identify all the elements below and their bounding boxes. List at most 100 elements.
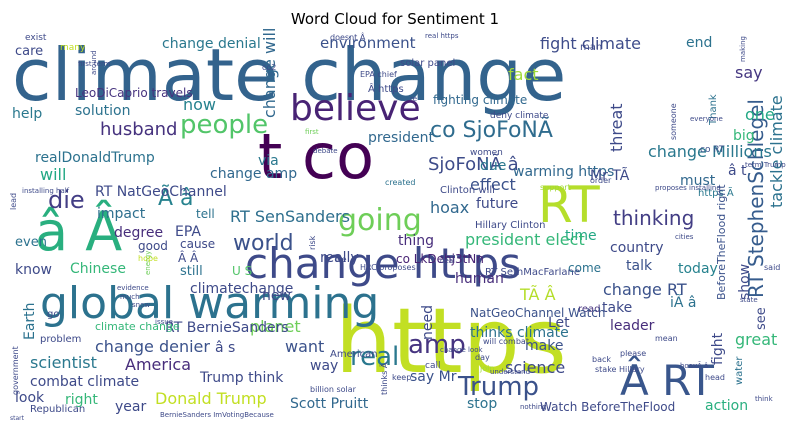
word: lead: [9, 193, 18, 210]
word: fact: [508, 65, 539, 84]
word: care: [15, 44, 43, 59]
word: world: [233, 231, 294, 256]
word: America: [125, 355, 191, 374]
word: change denial: [162, 36, 261, 52]
word: change https: [245, 239, 521, 288]
word: water: [734, 356, 745, 385]
word: risk: [308, 235, 317, 250]
word: today: [678, 261, 718, 277]
word: great: [735, 330, 777, 349]
word: â s: [215, 340, 235, 356]
word: around: [90, 50, 98, 75]
word: leader: [610, 318, 655, 334]
word: many: [60, 43, 86, 53]
word: American: [330, 349, 378, 360]
word: Ã â: [158, 184, 194, 211]
word: exist: [25, 33, 47, 43]
word: human: [455, 271, 504, 287]
word: Earth: [22, 302, 38, 340]
word: going: [338, 203, 422, 238]
word: women: [470, 148, 503, 158]
word: evidence: [117, 284, 149, 292]
word: way: [310, 358, 338, 374]
word: thinks climate: [470, 325, 569, 341]
word: cause: [180, 237, 215, 251]
word: warming https: [513, 164, 614, 180]
word: environment: [320, 34, 416, 52]
word: government: [11, 346, 20, 395]
word: said: [764, 263, 780, 272]
word: Let: [548, 315, 570, 331]
word: change will: [260, 28, 279, 118]
word: talk: [626, 258, 653, 274]
word: much: [120, 293, 140, 301]
word: look: [15, 390, 45, 406]
word: state: [740, 296, 758, 304]
word: now: [183, 95, 216, 114]
word: read: [578, 304, 601, 315]
word: want: [285, 337, 324, 356]
word: SjoFoNÃ â: [428, 153, 519, 175]
word: go: [47, 309, 59, 320]
word: co LkDehj3tNn: [396, 252, 484, 266]
word: fight climate: [540, 34, 641, 53]
word: iÃ â: [670, 294, 697, 311]
word: hoax: [430, 198, 469, 217]
word: make: [525, 338, 563, 354]
word: climatechange: [190, 281, 293, 297]
word: need: [420, 305, 436, 340]
word: man: [580, 42, 602, 53]
word: Thank: [708, 94, 719, 126]
word: snow: [132, 301, 150, 309]
word: Clinton will: [440, 185, 495, 196]
word: order: [590, 176, 612, 185]
word: real: [350, 342, 399, 372]
word: see: [754, 307, 769, 330]
word: fight: [710, 332, 726, 365]
word: BernieSanders ImVotingBecause: [160, 411, 274, 419]
word: issue: [155, 318, 173, 326]
word: Chinese: [70, 261, 126, 277]
word: first: [305, 128, 319, 136]
word: change look: [440, 346, 483, 354]
word: ice: [335, 255, 347, 264]
word: first term: [78, 60, 111, 68]
word: impact: [97, 206, 146, 222]
word: RT StephenSchlegel: [744, 99, 768, 298]
word: cities: [675, 233, 694, 241]
word: RT NatGeoChannel: [95, 184, 227, 200]
word: big: [733, 128, 755, 144]
word: effect: [470, 175, 516, 194]
word: global warming: [40, 278, 379, 329]
word: know: [15, 262, 52, 278]
word: fighting climate: [433, 93, 527, 107]
word: via: [258, 153, 279, 169]
word: https Ã: [698, 186, 734, 199]
word: join: [479, 364, 494, 373]
word: stop: [467, 396, 497, 412]
word: must: [680, 173, 716, 189]
word: t co: [258, 120, 374, 193]
word: energy: [144, 251, 152, 275]
word: climate change: [95, 320, 180, 333]
word: deny climate: [490, 111, 549, 121]
word: tell: [196, 207, 215, 221]
word: mean: [655, 334, 678, 343]
word: doesnt Â: [330, 31, 366, 42]
word: problem: [40, 334, 81, 345]
word: Hillary Clinton: [475, 220, 545, 231]
word: time: [565, 228, 597, 244]
word: please: [620, 349, 646, 358]
chart-title: Word Cloud for Sentiment 1: [291, 10, 499, 28]
word: change RT: [603, 280, 687, 299]
word: EPA chief: [360, 70, 397, 79]
word: proposes installing: [655, 184, 721, 192]
word: call: [425, 361, 440, 371]
word: right: [65, 392, 98, 408]
word: one: [745, 105, 775, 124]
word: change amp: [210, 166, 297, 182]
word: realDonaldTrump: [35, 150, 155, 166]
word: take: [602, 300, 632, 316]
word: term Trump: [745, 161, 786, 169]
word: co RT: [700, 145, 725, 155]
